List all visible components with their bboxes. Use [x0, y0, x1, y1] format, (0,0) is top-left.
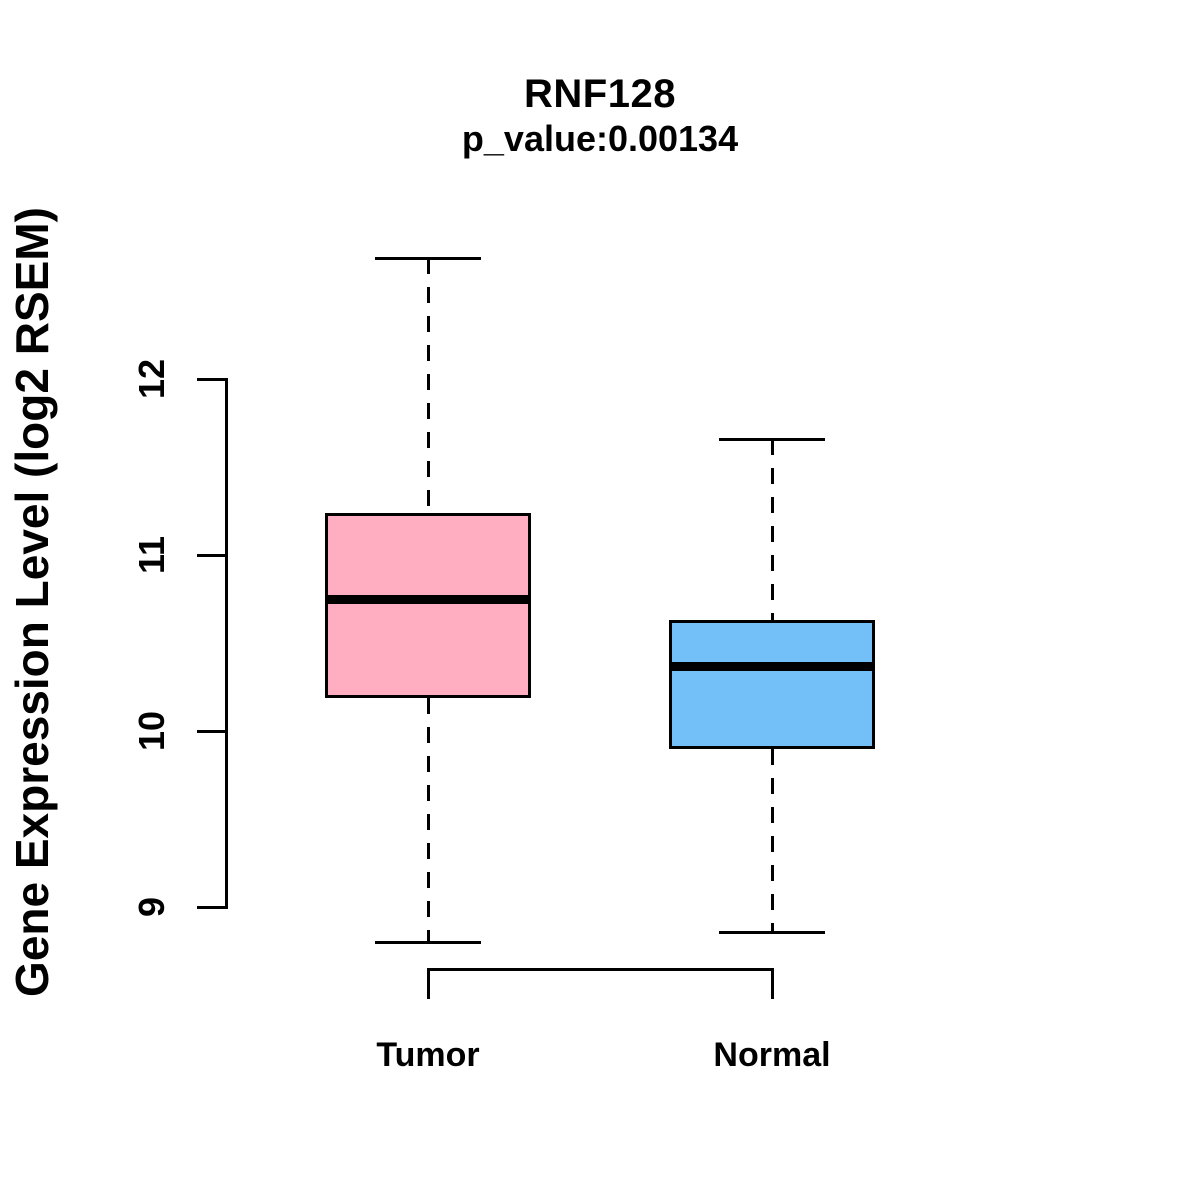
normal-box — [669, 620, 875, 749]
tumor-whisker-cap-high — [375, 256, 481, 260]
tumor-whisker-cap-low — [375, 941, 481, 945]
y-axis-tick — [197, 906, 225, 909]
normal-whisker-cap-high — [719, 437, 825, 441]
y-axis-label: Gene Expression Level (log2 RSEM) — [6, 207, 58, 997]
y-axis-tick — [197, 554, 225, 557]
chart-title: RNF128 — [524, 72, 676, 116]
tumor-upper-whisker — [427, 257, 430, 513]
tumor-median-line — [325, 595, 531, 604]
tumor-box — [325, 512, 531, 698]
category-label-normal: Normal — [713, 1036, 831, 1074]
x-axis-tick-tumor — [427, 968, 430, 999]
x-axis-line — [427, 968, 773, 971]
y-tick-label: 11 — [131, 535, 172, 575]
normal-upper-whisker — [771, 438, 774, 621]
normal-lower-whisker — [771, 748, 774, 932]
normal-median-line — [669, 661, 875, 671]
x-axis-tick-normal — [771, 968, 774, 999]
normal-whisker-cap-low — [719, 930, 825, 934]
y-tick-label: 10 — [131, 710, 172, 752]
tumor-lower-whisker — [427, 697, 430, 943]
y-axis-line — [225, 378, 228, 909]
y-axis-tick — [197, 378, 225, 381]
chart-subtitle: p_value:0.00134 — [461, 118, 739, 159]
y-tick-label: 12 — [131, 358, 172, 400]
y-axis-tick — [197, 730, 225, 733]
category-label-tumor: Tumor — [376, 1036, 480, 1074]
y-tick-label: 9 — [131, 896, 172, 918]
